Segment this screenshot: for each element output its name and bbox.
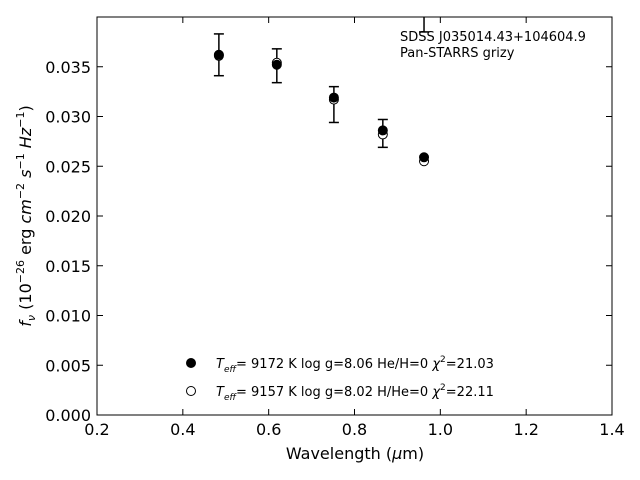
legend-entry-1-logg: log g=8.06 <box>301 357 373 372</box>
y-tick-label: 0.020 <box>45 207 91 226</box>
plot-frame <box>96 16 613 416</box>
point-filled <box>377 125 388 136</box>
data-marks <box>213 17 430 167</box>
x-tick-label: 0.2 <box>84 420 109 439</box>
point-filled <box>328 92 339 103</box>
axis-ticks: 0.2 0.4 0.6 0.8 1.0 1.2 1.4 0.000 0.005 0.010 0.01… <box>45 17 625 439</box>
legend-marker-filled <box>186 358 196 368</box>
legend: Teff= 9172 K log g=8.06 He/H=0 χ2=21.03 … <box>186 355 494 403</box>
legend-entry-1-comp: He/H=0 <box>377 357 428 372</box>
x-tick-label: 1.2 <box>513 420 538 439</box>
point-filled <box>419 152 430 163</box>
y-tick-label: 0.005 <box>45 356 91 375</box>
annotation-line-2: Pan-STARRS grizy <box>400 46 515 61</box>
x-tick-label: 0.4 <box>170 420 195 439</box>
annotation-line-1: SDSS J035014.43+104604.9 <box>400 30 586 45</box>
point-filled <box>271 59 282 70</box>
x-tick-label: 1.4 <box>599 420 624 439</box>
legend-marker-open <box>186 386 196 396</box>
y-tick-label: 0.015 <box>45 257 91 276</box>
y-tick-label: 0.000 <box>45 406 91 425</box>
legend-entry-2-teff: 9157 K <box>251 385 297 400</box>
point-filled <box>213 49 224 60</box>
x-tick-label: 0.8 <box>342 420 367 439</box>
legend-entry-2-chi2: =22.11 <box>446 385 494 400</box>
y-tick-label: 0.035 <box>45 58 91 77</box>
legend-entry-2-logg: log g=8.02 <box>301 385 373 400</box>
x-tick-label: 0.6 <box>256 420 281 439</box>
legend-entry-2-comp: H/He=0 <box>377 385 428 400</box>
error-bar <box>419 17 430 33</box>
y-axis-label: fν (10−26 erg cm−2 s−1 Hz−1) <box>14 105 38 326</box>
y-tick-label: 0.010 <box>45 307 91 326</box>
legend-entry-1-teff: 9172 K <box>251 357 297 372</box>
legend-entry-2: Teff= 9157 K log g=8.02 H/He=0 χ2=22.11 <box>216 383 494 403</box>
y-tick-label: 0.025 <box>45 157 91 176</box>
x-tick-label: 1.0 <box>428 420 453 439</box>
y-tick-label: 0.030 <box>45 108 91 127</box>
legend-entry-1-chi2: =21.03 <box>446 357 494 372</box>
x-axis-label: Wavelength (μm) <box>286 444 424 463</box>
legend-entry-1: Teff= 9172 K log g=8.06 He/H=0 χ2=21.03 <box>216 355 494 375</box>
